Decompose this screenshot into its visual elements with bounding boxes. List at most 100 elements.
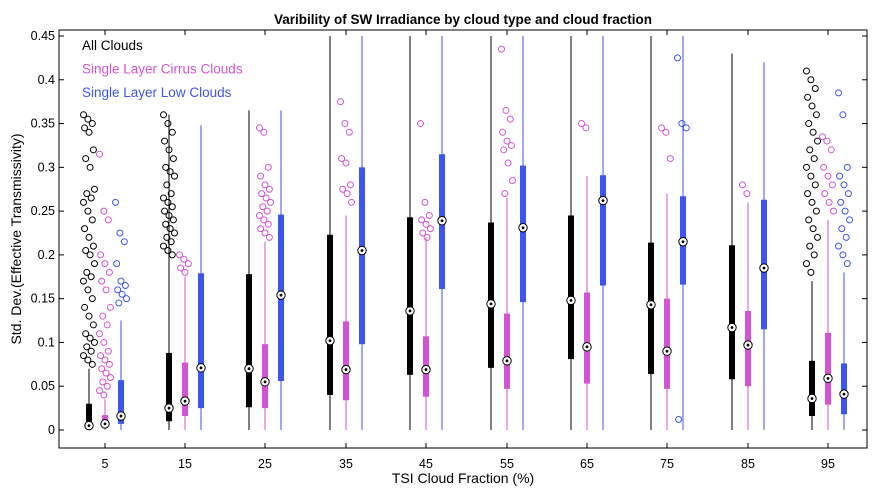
outlier-point	[422, 220, 430, 228]
outlier-point	[810, 155, 818, 163]
outlier-point	[177, 264, 185, 272]
legend-entry: Single Layer Low Clouds	[82, 85, 232, 100]
outlier-point	[257, 225, 265, 233]
outlier-point	[91, 338, 98, 346]
outlier-point	[84, 207, 92, 215]
outlier-point	[426, 225, 434, 233]
outlier-point	[161, 137, 169, 145]
outlier-point	[337, 98, 344, 106]
outlier-point	[91, 260, 98, 268]
outlier-point	[263, 207, 271, 215]
outlier-point	[807, 268, 815, 276]
median-dot	[489, 302, 493, 306]
y-tick-label: 0.35	[31, 117, 55, 131]
outlier-point	[86, 334, 94, 342]
outlier-point	[805, 120, 813, 128]
outlier-point	[258, 190, 266, 198]
outlier-point	[843, 260, 851, 268]
outlier-point	[96, 150, 103, 158]
outlier-point	[87, 194, 95, 202]
outlier-point	[743, 190, 751, 198]
outlier-point	[160, 111, 167, 119]
outlier-point	[160, 194, 167, 202]
x-tick-label: 35	[339, 457, 353, 471]
median-dot	[263, 380, 267, 384]
outlier-point	[121, 282, 129, 290]
y-tick-label: 0.2	[38, 248, 55, 262]
outlier-point	[99, 378, 107, 386]
outlier-point	[101, 260, 109, 268]
outlier-point	[839, 111, 847, 119]
outlier-point	[257, 172, 265, 180]
y-axis: 0 0.05 0.1 0.15 0.2 0.25 0.3 0.35 0.4 0.45	[31, 29, 867, 437]
outlier-point	[103, 321, 111, 329]
outlier-point	[823, 137, 831, 145]
outlier-point	[164, 247, 172, 255]
outlier-point	[167, 190, 175, 198]
outlier-point	[104, 347, 112, 355]
outlier-point	[666, 155, 674, 163]
iqr-box	[729, 245, 735, 380]
outlier-point	[504, 159, 512, 167]
median-dot	[826, 376, 830, 380]
outlier-point	[806, 242, 814, 250]
outlier-point	[267, 198, 274, 206]
median-dot	[360, 249, 364, 252]
outlier-point	[105, 360, 113, 368]
outlier-point	[835, 242, 842, 250]
outlier-point	[811, 181, 819, 189]
outlier-point	[100, 207, 108, 215]
median-dot	[521, 226, 525, 230]
outlier-point	[810, 251, 818, 259]
outlier-point	[176, 251, 183, 259]
outlier-point	[830, 207, 837, 215]
outlier-point	[421, 198, 429, 206]
iqr-box	[584, 292, 590, 384]
outlier-point	[812, 111, 820, 119]
outlier-point	[828, 181, 836, 189]
outlier-point	[825, 198, 833, 206]
median-dot	[810, 397, 814, 400]
iqr-box	[488, 222, 494, 368]
outlier-point	[171, 172, 178, 180]
iqr-box	[359, 167, 365, 345]
outlier-point	[809, 128, 817, 136]
outlier-point	[161, 207, 169, 215]
outlier-point	[97, 251, 105, 259]
outlier-point	[120, 238, 128, 246]
outlier-point	[814, 233, 821, 241]
outlier-point	[835, 89, 842, 97]
median-dot	[87, 424, 91, 428]
x-axis-label: TSI Cloud Fraction (%)	[392, 470, 534, 486]
outlier-point	[102, 369, 110, 377]
outlier-point	[112, 198, 119, 206]
iqr-box	[825, 332, 831, 405]
outlier-point	[262, 194, 270, 202]
outlier-point	[807, 172, 815, 180]
outlier-point	[812, 207, 820, 215]
outlier-point	[339, 185, 347, 193]
outlier-point	[88, 295, 96, 303]
median-dot	[601, 199, 605, 203]
outlier-point	[338, 155, 346, 163]
outlier-point	[836, 172, 844, 180]
outlier-point	[99, 312, 107, 320]
outlier-point	[501, 190, 509, 198]
outlier-point	[509, 176, 516, 184]
median-dot	[842, 392, 846, 396]
outlier-point	[343, 190, 351, 198]
iqr-box	[86, 403, 92, 423]
outlier-point	[91, 185, 98, 193]
outlier-point	[811, 85, 819, 93]
outlier-point	[118, 290, 126, 298]
outlier-point	[105, 268, 113, 276]
outlier-point	[803, 67, 810, 75]
outlier-point	[824, 172, 832, 180]
outlier-point	[171, 229, 178, 237]
median-dot	[424, 368, 428, 371]
outlier-point	[83, 190, 91, 198]
y-tick-label: 0.25	[31, 204, 55, 218]
median-dot	[247, 367, 251, 371]
outlier-point	[838, 225, 846, 233]
outlier-point	[256, 211, 263, 219]
